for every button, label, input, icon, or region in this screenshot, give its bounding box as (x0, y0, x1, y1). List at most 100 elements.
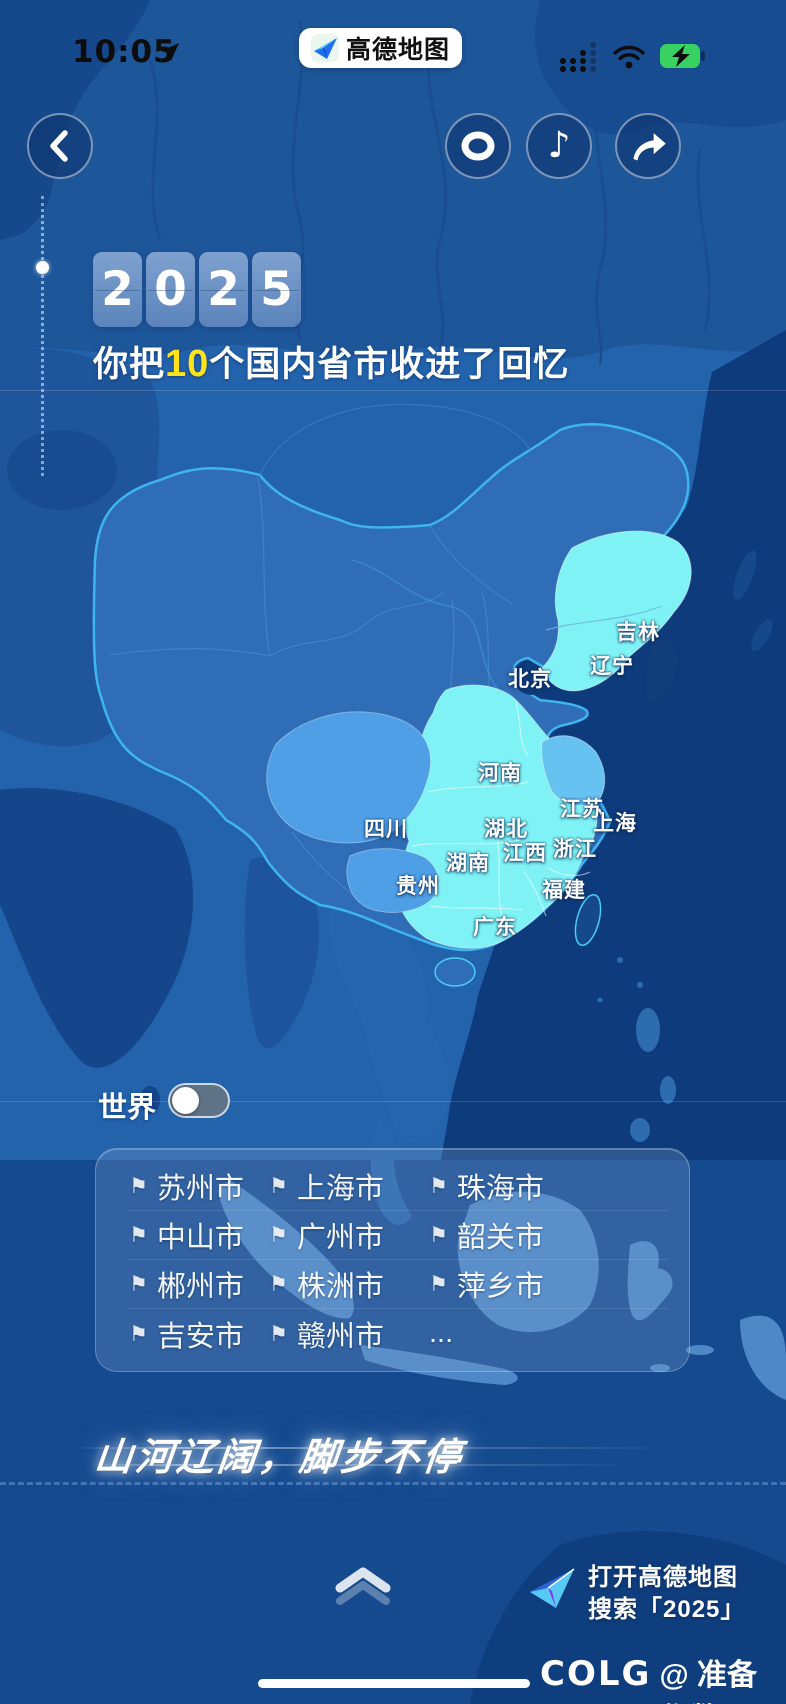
flag-icon: ⚑ (129, 1174, 148, 1198)
city-name: 吉安市 (156, 1320, 244, 1353)
timeline-dotted-line (41, 196, 44, 476)
province-label: 湖北 (484, 818, 528, 841)
province-label: 江苏 (560, 798, 604, 821)
map-gridline (0, 1101, 786, 1102)
cta-line1: 打开高德地图 (588, 1564, 738, 1591)
music-button[interactable]: ♪ (526, 113, 592, 179)
province-label: 吉林 (616, 621, 660, 644)
city-item: ⚑ 广州市 (269, 1211, 429, 1260)
summary-suffix: 个国内省市收进了回忆 (209, 345, 570, 384)
year-digit: 5 (260, 262, 293, 317)
province-label: 浙江 (553, 838, 597, 861)
location-arrow-icon (161, 43, 179, 61)
city-name: 上海市 (296, 1173, 384, 1205)
city-name: 韶关市 (456, 1222, 544, 1254)
back-button[interactable] (27, 113, 93, 179)
province-label: 湖南 (446, 852, 490, 875)
province-label: 贵州 (396, 875, 440, 898)
flag-icon: ⚑ (269, 1174, 288, 1198)
share-button[interactable] (615, 113, 681, 179)
summary-prefix: 你把 (93, 345, 166, 384)
city-item: ⚑ 中山市 (129, 1211, 269, 1260)
year-digit-tile: 2 (199, 252, 248, 327)
world-toggle-label: 世界 (98, 1092, 157, 1124)
world-toggle-switch[interactable] (168, 1083, 230, 1118)
amap-logo-icon (311, 34, 339, 62)
city-name: 株洲市 (296, 1271, 384, 1303)
city-item: ⚑ 上海市 (269, 1162, 429, 1211)
tagline-streak (75, 1447, 675, 1449)
city-name: 赣州市 (296, 1320, 384, 1353)
province-label: 江西 (503, 842, 547, 865)
watermark-brand: COLG (540, 1654, 652, 1694)
city-name: 萍乡市 (456, 1271, 544, 1303)
city-name: 珠海市 (456, 1173, 544, 1205)
year-digit-tile: 0 (146, 252, 195, 327)
province-label: 四川 (364, 818, 408, 841)
ellipsis-more: ... (429, 1317, 454, 1349)
province-count: 10 (165, 343, 210, 385)
tagline-text: 山河辽阔，脚步不停 (92, 1434, 467, 1479)
music-note-icon: ♪ (547, 125, 571, 166)
chevron-left-icon (50, 130, 68, 162)
visited-cities-panel: ⚑ 苏州市 ⚑ 上海市 ⚑ 珠海市 ⚑ 中山市 ⚑ 广州市 ⚑ 韶关市 ⚑ 郴州市 ⚑ 株洲市 … (95, 1148, 690, 1372)
city-item: ⚑ 珠海市 (429, 1162, 669, 1211)
open-amap-cta[interactable]: 打开高德地图 搜索「2025」 (588, 1562, 745, 1627)
city-item: ⚑ 赣州市 (269, 1309, 429, 1358)
charging-bolt-icon (672, 45, 690, 67)
flag-icon: ⚑ (429, 1174, 448, 1198)
wifi-icon (613, 45, 645, 69)
flag-icon: ⚑ (129, 1223, 148, 1247)
views-button[interactable] (445, 113, 511, 179)
year-digit: 2 (101, 262, 134, 317)
home-indicator[interactable] (258, 1679, 530, 1688)
status-time: 10:05 (72, 34, 176, 70)
year-flip-tiles: 2 0 2 5 (93, 252, 301, 327)
amap-app-badge-label: 高德地图 (346, 36, 451, 64)
cta-line2: 搜索「2025」 (588, 1596, 746, 1624)
province-label: 福建 (542, 879, 586, 902)
province-label: 北京 (508, 668, 552, 691)
timeline-dot (36, 261, 49, 274)
summary-headline: 你把10个国内省市收进了回忆 (93, 336, 569, 387)
toggle-knob (172, 1087, 199, 1114)
watermark: COLG @ 准备作弊 (540, 1650, 786, 1704)
city-item: ⚑ 韶关市 (429, 1211, 669, 1260)
city-name: 苏州市 (156, 1173, 244, 1205)
city-name: 郴州市 (156, 1271, 244, 1303)
city-item: ⚑ 苏州市 (129, 1162, 269, 1211)
eye-icon (461, 131, 495, 161)
city-item: ⚑ 株洲市 (269, 1260, 429, 1309)
year-digit-tile: 2 (93, 252, 142, 327)
flag-icon: ⚑ (129, 1272, 148, 1296)
map-gridline (0, 390, 786, 391)
flag-icon: ⚑ (269, 1321, 288, 1346)
flag-icon: ⚑ (129, 1321, 148, 1346)
city-item: ⚑ 萍乡市 (429, 1260, 669, 1309)
amap-app-badge[interactable]: 高德地图 (299, 28, 463, 68)
city-item-more: ... (429, 1309, 669, 1358)
swipe-up-chevron[interactable] (328, 1556, 398, 1606)
paper-plane-logo (530, 1568, 575, 1608)
flag-icon: ⚑ (269, 1223, 288, 1247)
city-name: 中山市 (156, 1222, 244, 1254)
watermark-suffix: @ 准备作弊 (659, 1659, 758, 1704)
flag-icon: ⚑ (269, 1272, 288, 1296)
cellular-signal-icon (560, 42, 596, 72)
province-label: 广东 (473, 916, 517, 939)
year-digit: 2 (207, 262, 240, 317)
province-label: 河南 (478, 762, 522, 785)
share-arrow-icon (633, 133, 666, 161)
year-digit: 0 (154, 262, 187, 317)
flag-icon: ⚑ (429, 1272, 448, 1296)
battery-icon (660, 44, 705, 68)
tagline-streak (90, 1464, 630, 1466)
year-digit-tile: 5 (252, 252, 301, 327)
city-item: ⚑ 吉安市 (129, 1309, 269, 1358)
province-label: 上海 (593, 812, 637, 835)
flag-icon: ⚑ (429, 1223, 448, 1247)
map-dashed-line (0, 1482, 786, 1485)
city-item: ⚑ 郴州市 (129, 1260, 269, 1309)
